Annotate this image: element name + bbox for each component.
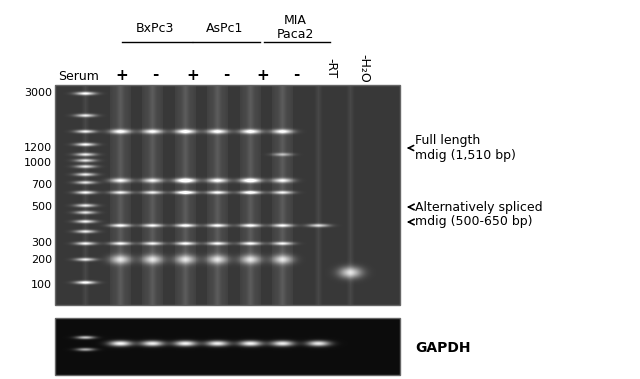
Text: Alternatively spliced: Alternatively spliced [415, 200, 543, 213]
Text: 1200: 1200 [24, 143, 52, 153]
Text: 3000: 3000 [24, 88, 52, 98]
Text: Serum: Serum [58, 69, 99, 83]
Text: -: - [223, 67, 229, 83]
Text: 100: 100 [31, 280, 52, 290]
Text: -: - [152, 67, 158, 83]
Text: -H₂O: -H₂O [357, 53, 370, 82]
Text: Paca2: Paca2 [276, 28, 314, 41]
Text: +: + [187, 67, 200, 83]
Text: 700: 700 [31, 180, 52, 190]
Text: -: - [293, 67, 299, 83]
Text: 500: 500 [31, 202, 52, 212]
Text: BxPc3: BxPc3 [136, 22, 174, 35]
Text: MIA: MIA [284, 14, 307, 27]
Bar [55, 85, 400, 305]
Text: 200: 200 [31, 255, 52, 265]
Text: GAPDH: GAPDH [415, 341, 470, 355]
Text: AsPc1: AsPc1 [206, 22, 244, 35]
Text: mdig (500-650 bp): mdig (500-650 bp) [415, 216, 532, 229]
Text: +: + [257, 67, 269, 83]
Text: 1000: 1000 [24, 158, 52, 168]
Text: +: + [116, 67, 129, 83]
Text: Full length
mdig (1,510 bp): Full length mdig (1,510 bp) [408, 134, 516, 162]
Bar [55, 318, 400, 375]
Text: 300: 300 [31, 238, 52, 248]
Text: -RT: -RT [324, 58, 337, 78]
